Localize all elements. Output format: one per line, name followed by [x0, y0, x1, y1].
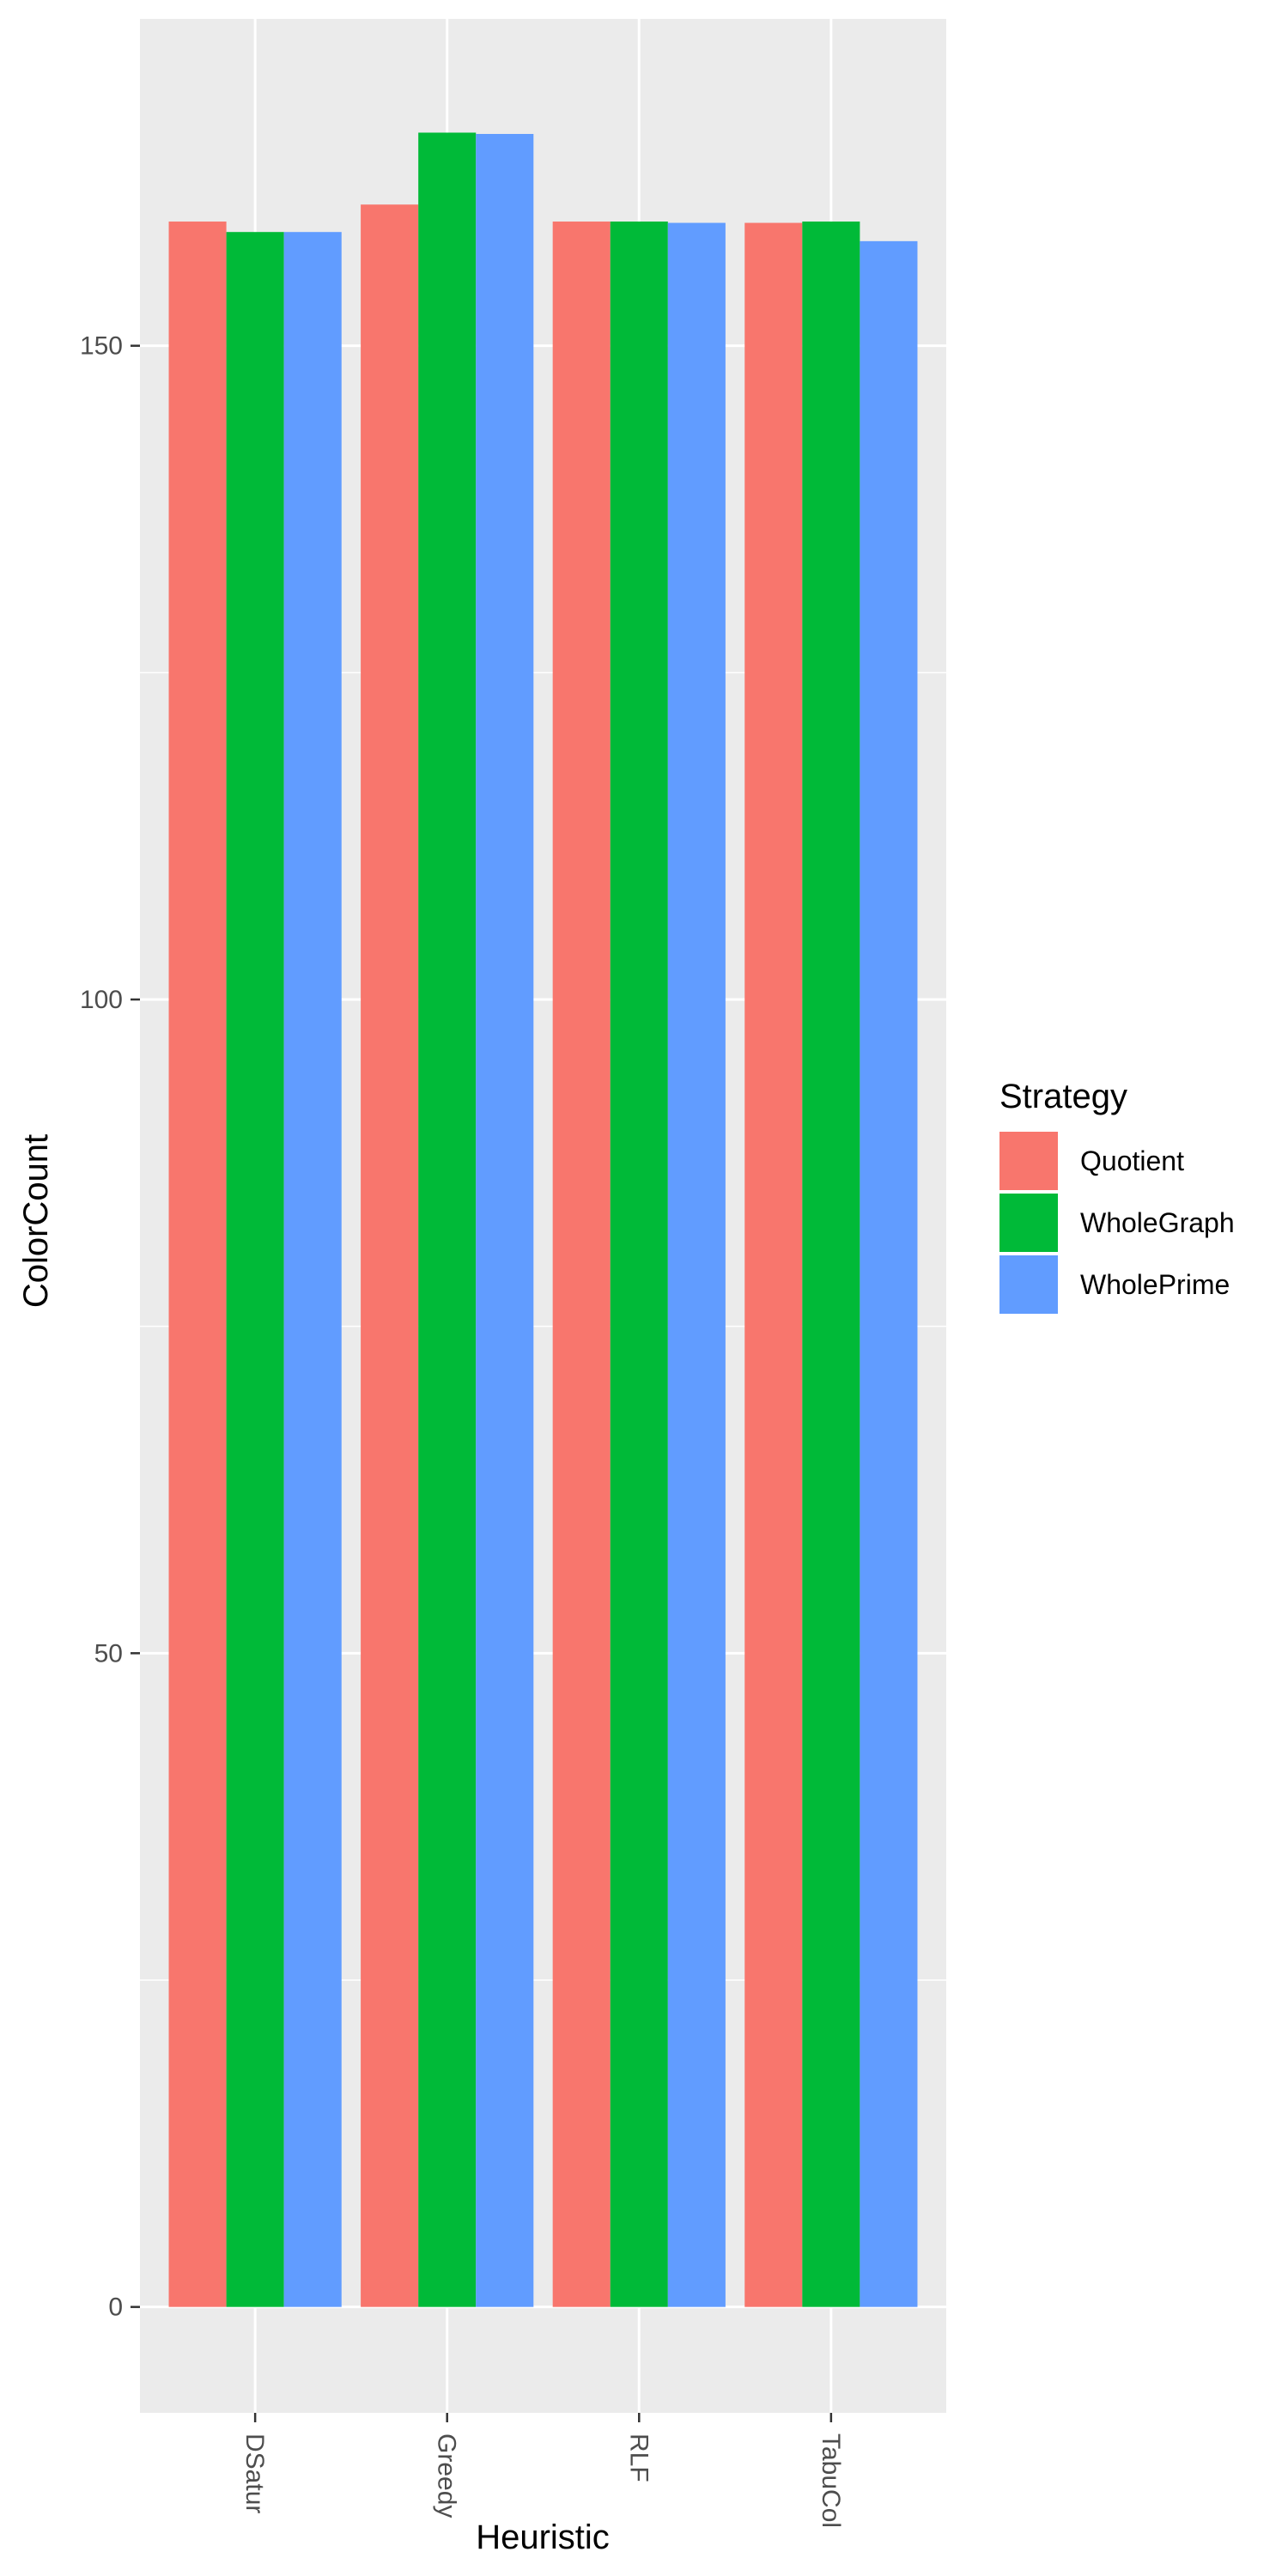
x-tick-label-dsatur: DSatur [240, 2433, 269, 2513]
bar-tabucol-quotient [744, 222, 803, 2307]
bars [168, 132, 918, 2307]
bar-greedy-quotient [361, 204, 419, 2307]
y-axis: 0 50 100 150 [80, 332, 140, 2322]
legend-label-wholeprime: WholePrime [1080, 1269, 1230, 1300]
y-tick-label: 150 [80, 332, 123, 361]
y-tick-label: 0 [108, 2293, 123, 2322]
y-tick-label: 50 [94, 1639, 123, 1668]
bar-rlf-wholeprime [667, 222, 726, 2307]
legend: Strategy Quotient WholeGraph WholePrime [999, 1078, 1235, 1314]
legend-key-wholeprime [999, 1255, 1058, 1314]
bar-dsatur-wholegraph [226, 232, 284, 2307]
x-axis-title: Heuristic [476, 2518, 610, 2556]
bar-rlf-quotient [552, 222, 611, 2307]
x-axis: DSatur Greedy RLF TabuCol [240, 2413, 845, 2528]
bar-tabucol-wholeprime [860, 240, 918, 2307]
bar-rlf-wholegraph [610, 222, 668, 2307]
legend-key-wholegraph [999, 1194, 1058, 1252]
y-axis-title: ColorCount [17, 1134, 55, 1308]
x-tick-label-tabucol: TabuCol [817, 2433, 845, 2528]
legend-label-quotient: Quotient [1080, 1145, 1184, 1176]
bar-greedy-wholeprime [476, 133, 534, 2307]
legend-key-quotient [999, 1132, 1058, 1190]
x-tick-label-greedy: Greedy [433, 2433, 461, 2518]
legend-title: Strategy [999, 1078, 1127, 1115]
y-tick-label: 100 [80, 986, 123, 1014]
bar-dsatur-wholeprime [283, 232, 342, 2307]
bar-tabucol-wholegraph [802, 222, 860, 2307]
bar-dsatur-quotient [168, 222, 227, 2307]
bar-greedy-wholegraph [418, 132, 477, 2307]
x-tick-label-rlf: RLF [624, 2433, 653, 2482]
legend-label-wholegraph: WholeGraph [1080, 1207, 1235, 1238]
